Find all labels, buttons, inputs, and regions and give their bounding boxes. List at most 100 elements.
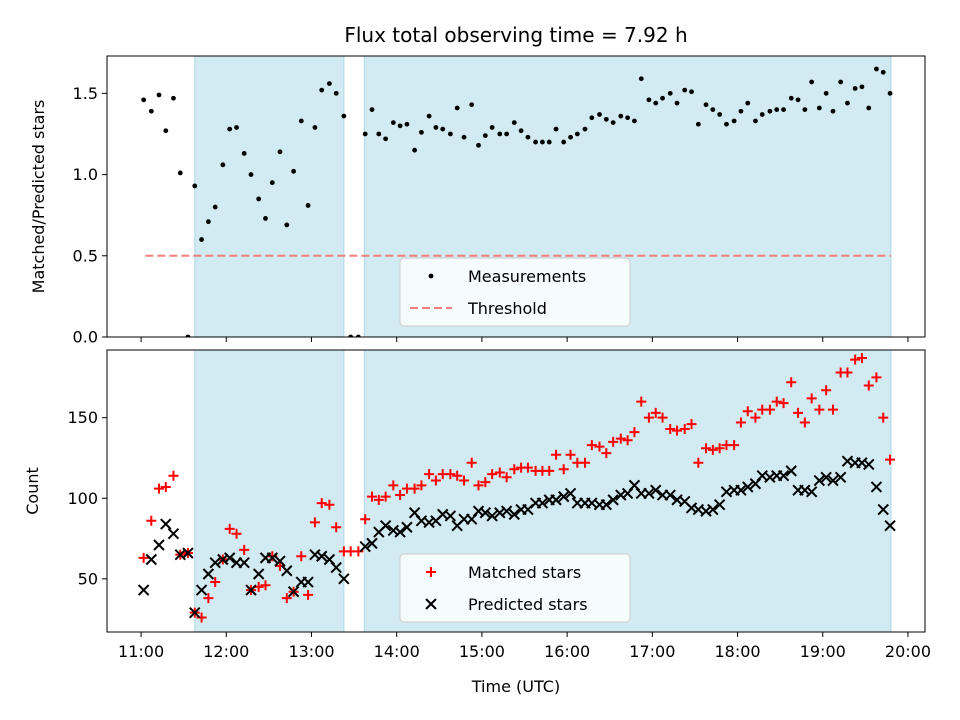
measurement-point-51	[497, 131, 503, 137]
matched-star-point-50	[487, 469, 498, 480]
measurement-point-84	[731, 118, 737, 124]
measurement-point-29	[341, 113, 347, 119]
predicted-star-point-85	[735, 484, 747, 496]
measurement-point-40	[419, 129, 424, 135]
measurement-point-35	[383, 136, 389, 142]
measurement-point-70	[632, 118, 637, 124]
matched-star-point-103	[863, 380, 874, 391]
predicted-star-point-99	[834, 471, 847, 484]
matched-star-point-64	[586, 440, 597, 451]
measurement-point-77	[682, 87, 688, 93]
measurement-point-92	[788, 95, 794, 101]
matched-star-point-79	[693, 457, 704, 468]
matched-star-point-41	[424, 469, 435, 480]
measurement-point-56	[533, 139, 538, 145]
measurement-point-32	[362, 131, 368, 137]
matched-star-point-75	[665, 423, 676, 434]
matched-star-point-78	[686, 419, 697, 430]
matched-star-point-104	[871, 372, 882, 383]
predicted-star-point-19	[266, 552, 279, 564]
matched-star-point-26	[316, 498, 327, 509]
measurement-point-79	[695, 121, 701, 127]
measurement-point-102	[859, 84, 865, 90]
matched-star-point-24	[303, 589, 314, 600]
measurement-point-13	[227, 126, 233, 132]
measurement-point-49	[482, 133, 488, 138]
measurement-point-104	[874, 66, 879, 72]
measurement-point-93	[795, 97, 801, 103]
measurement-point-67	[610, 120, 616, 125]
measurement-point-85	[738, 108, 744, 114]
matched-star-point-39	[409, 483, 420, 494]
matched-star-point-72	[643, 412, 654, 423]
legend-swatch-predicted-stars	[425, 598, 437, 610]
matched-star-point-15	[239, 544, 250, 555]
measurement-point-34	[376, 131, 382, 137]
measurement-point-25	[312, 125, 318, 130]
matched-star-point-70	[629, 427, 640, 438]
measurement-point-30	[348, 334, 354, 337]
measurement-point-105	[880, 69, 886, 75]
predicted-star-point-68	[615, 489, 627, 501]
matched-star-point-27	[324, 499, 335, 510]
predicted-star-point-41	[423, 516, 435, 529]
matched-star-point-34	[373, 494, 384, 505]
x-axis-label: Time (UTC)	[471, 677, 560, 696]
matched-star-point-3	[153, 483, 164, 494]
measurement-point-52	[504, 131, 510, 137]
shaded-interval-1	[194, 349, 345, 633]
measurement-point-46	[461, 134, 467, 140]
matched-star-point-73	[650, 407, 661, 418]
measurement-point-88	[759, 112, 765, 117]
matched-star-point-5	[168, 470, 179, 481]
matched-star-point-44	[445, 469, 456, 480]
panel-star-counts: 50 100 150 11:00 12:00 13:00 14:00 15:00 16:00 17…	[23, 349, 931, 661]
predicted-star-point-80	[700, 505, 712, 517]
matched-star-point-63	[580, 457, 591, 468]
predicted-star-point-7	[182, 547, 194, 559]
predicted-star-point-9	[195, 584, 208, 596]
measurement-point-26	[319, 87, 325, 93]
predicted-star-point-17	[252, 568, 265, 580]
matched-star-point-100	[842, 367, 853, 378]
matched-star-point-81	[707, 444, 718, 455]
predicted-star-point-35	[379, 519, 392, 532]
matched-star-point-68	[615, 433, 626, 444]
measurement-point-61	[568, 134, 573, 140]
x-tick-label: 19:00	[800, 642, 846, 661]
measurement-point-1	[141, 97, 147, 103]
matched-star-point-51	[494, 467, 505, 478]
matched-star-point-98	[827, 404, 838, 415]
predicted-star-point-105	[877, 503, 889, 516]
predicted-star-point-66	[600, 498, 613, 511]
measurement-point-20	[277, 149, 283, 155]
predicted-star-point-26	[316, 550, 328, 562]
predicted-star-point-51	[494, 507, 506, 519]
panel-flux-ratio: 0.0 0.5 1.0 1.5 Matched/Predicted stars Measu…	[29, 55, 926, 347]
measurement-point-33	[369, 107, 375, 113]
measurement-point-11	[212, 204, 218, 210]
y-axis-label: Matched/Predicted stars	[29, 100, 48, 294]
matched-star-point-52	[501, 472, 512, 483]
predicted-star-point-22	[287, 586, 300, 598]
measurement-point-99	[838, 79, 844, 85]
matched-star-point-96	[814, 404, 825, 415]
measurement-point-68	[618, 113, 624, 119]
predicted-star-point-61	[564, 487, 577, 500]
matched-star-point-47	[466, 457, 477, 468]
measurement-point-3	[156, 92, 162, 98]
y-tick-label: 1.5	[73, 84, 98, 103]
matched-star-point-61	[565, 449, 576, 460]
measurement-point-66	[603, 116, 609, 122]
measurement-point-42	[433, 125, 439, 130]
matched-star-point-102	[856, 353, 867, 364]
x-tick-label: 16:00	[544, 642, 590, 661]
predicted-star-point-10	[202, 568, 215, 580]
measurement-point-23	[298, 118, 304, 124]
matched-star-point-10	[203, 593, 214, 604]
predicted-star-point-94	[799, 484, 811, 496]
matched-star-point-2	[146, 515, 157, 526]
predicted-star-point-96	[813, 474, 826, 487]
matched-star-point-90	[771, 396, 782, 407]
